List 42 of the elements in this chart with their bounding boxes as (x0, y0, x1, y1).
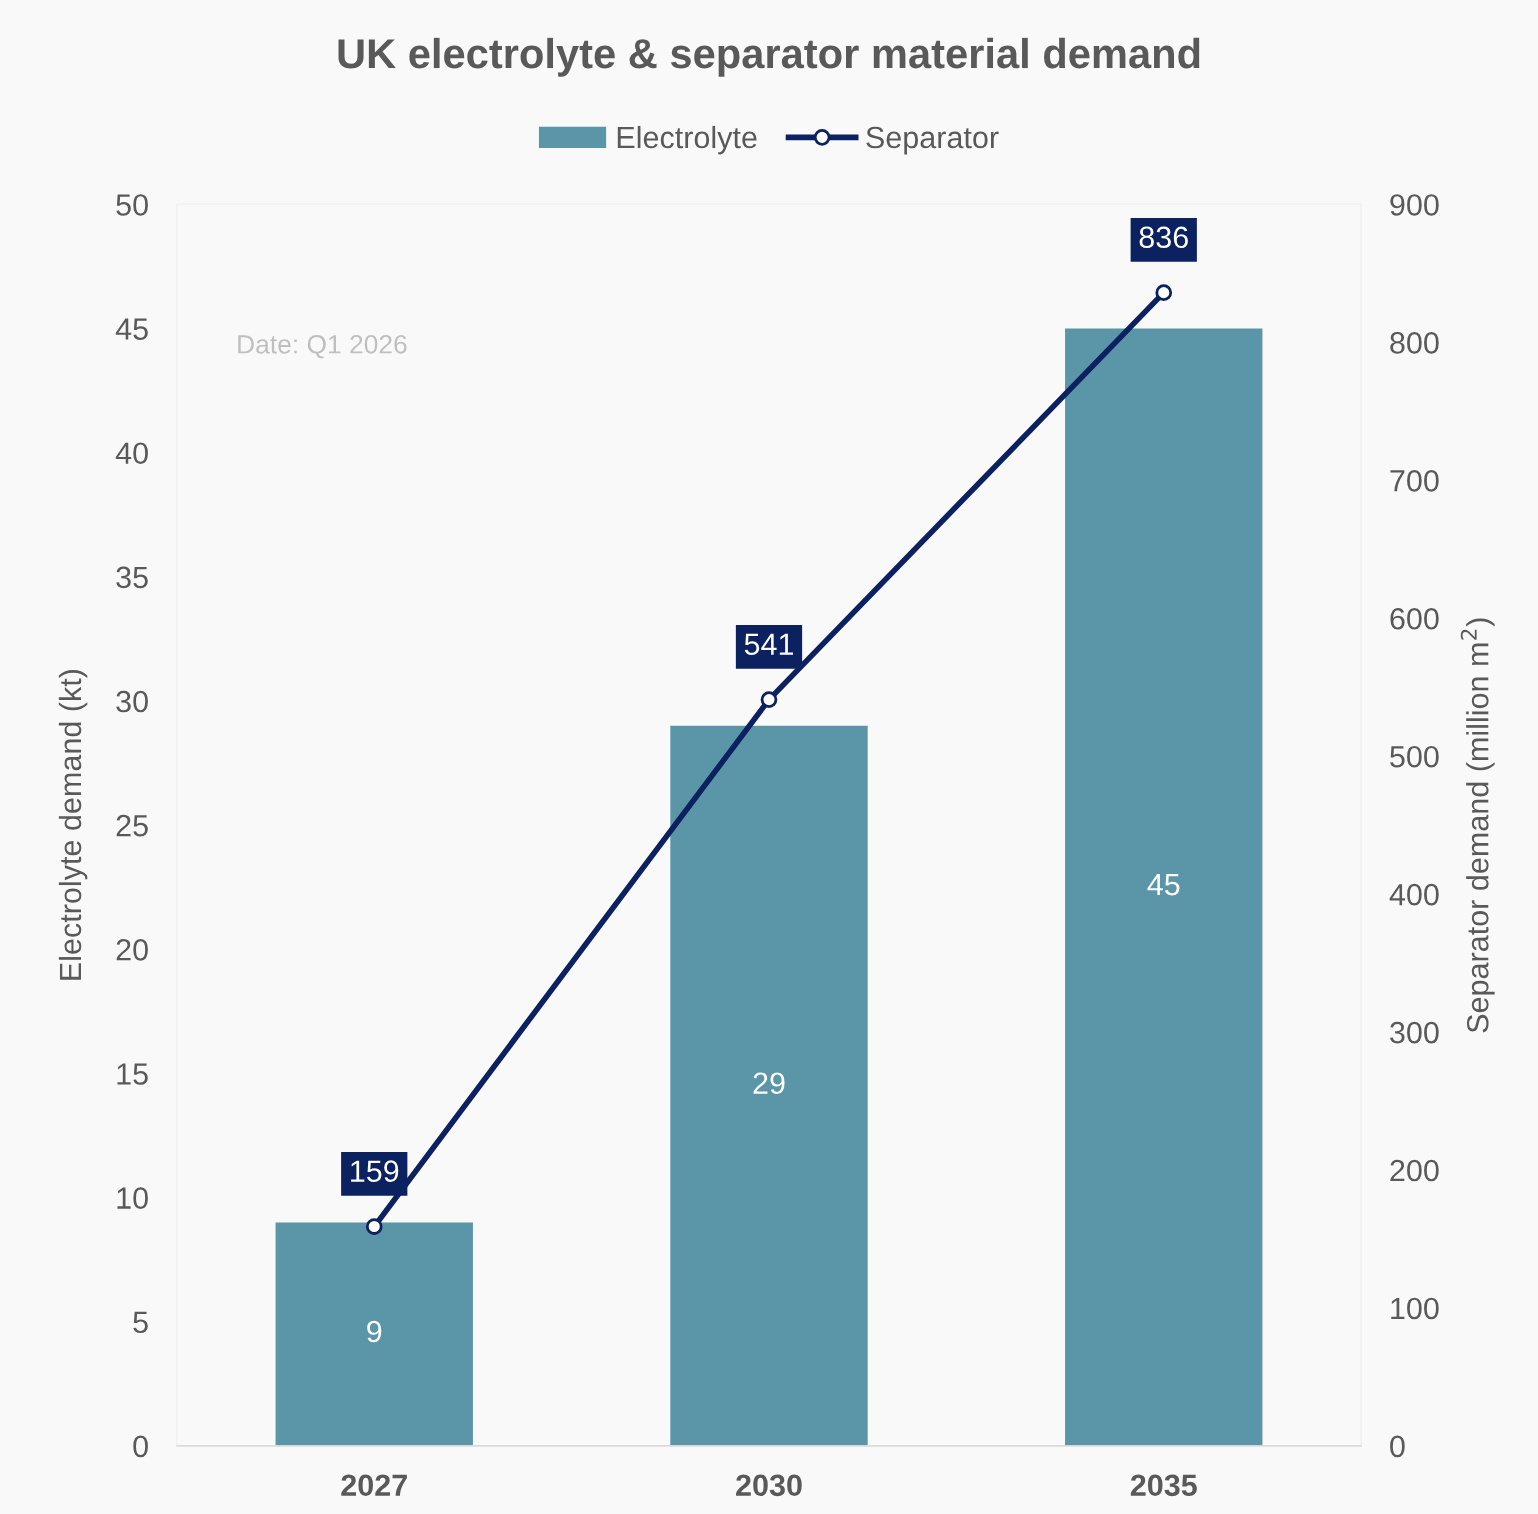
y-tick-label: 25 (116, 814, 148, 837)
y2-tick-label: 700 (1390, 470, 1439, 492)
x-tick-label: 2030 (736, 1474, 802, 1497)
x-tick-label: 2027 (341, 1474, 407, 1497)
data-label: 29 (753, 1072, 785, 1095)
data-label: 836 (1139, 226, 1188, 249)
y2-tick-label: 800 (1390, 332, 1439, 354)
y-tick-label: 50 (116, 194, 148, 216)
y-tick-label: 5 (133, 1311, 148, 1334)
y2-tick-label: 600 (1390, 607, 1439, 630)
y-axis-title: Electrolyte demand (kt) (58, 669, 88, 980)
y2-tick-label: 0 (1390, 1435, 1405, 1458)
y2-axis-title: Separator demand (million m$^{2}$) (1460, 618, 1495, 1033)
bar (670, 725, 868, 1446)
y2-tick-label: 200 (1390, 1159, 1439, 1182)
annotation: Date: Q1 2026 (238, 334, 407, 359)
data-label: 541 (744, 633, 793, 656)
point (760, 691, 778, 708)
legend-label: Electrolyte (617, 125, 757, 155)
point (365, 1218, 383, 1235)
y-tick-label: 30 (116, 690, 148, 713)
bar (1065, 328, 1263, 1446)
data-label: 9 (367, 1320, 382, 1343)
y-tick-label: 20 (116, 939, 148, 961)
legend-label: Separator (866, 126, 999, 155)
y-tick-label: 0 (133, 1435, 148, 1458)
chart-title: UK electrolyte & separator material demand (338, 37, 1200, 77)
data-label: 45 (1147, 874, 1180, 896)
y2-tick-label: 400 (1389, 883, 1439, 906)
bar (275, 1222, 473, 1446)
y-tick-label: 15 (117, 1063, 148, 1085)
x-tick-label: 2035 (1130, 1474, 1197, 1497)
y-tick-label: 40 (115, 442, 148, 465)
y2-tick-label: 500 (1390, 745, 1439, 768)
y-tick-label: 10 (117, 1187, 148, 1209)
y2-tick-label: 300 (1390, 1021, 1439, 1044)
point (1155, 284, 1173, 302)
data-label: 159 (351, 1160, 399, 1182)
y2-tick-label: 900 (1390, 194, 1439, 216)
y-tick-label: 45 (115, 318, 148, 340)
y-tick-label: 35 (116, 566, 148, 589)
y2-tick-label: 100 (1391, 1297, 1439, 1320)
